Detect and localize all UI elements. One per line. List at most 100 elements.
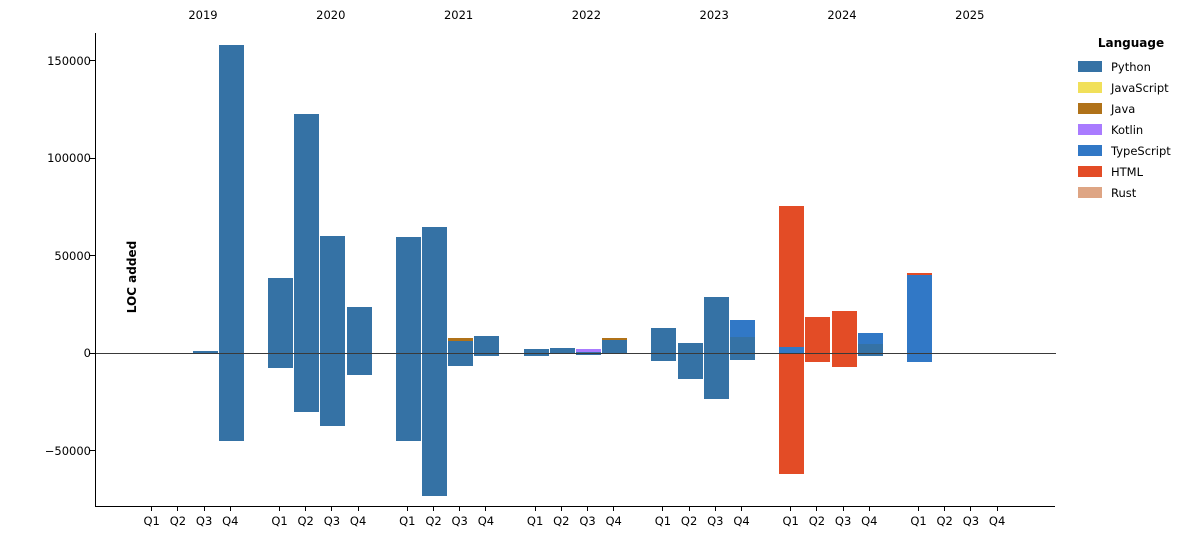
x-tick-label-2022-Q2: Q2 <box>553 514 570 528</box>
bar-2023-Q3-Python-neg <box>703 353 729 399</box>
x-tick-label-2020-Q1: Q1 <box>271 514 288 528</box>
bar-2021-Q4-Python-neg <box>474 353 500 357</box>
x-tick-mark <box>406 507 408 511</box>
bar-2024-Q1-HTML <box>779 205 805 348</box>
legend-items: Python JavaScript Java Kotlin TypeScript HTML… <box>1072 56 1190 203</box>
bar-2022-Q3-Python <box>576 351 601 354</box>
y-tick-mark <box>89 255 95 257</box>
bar-2024-Q1-TypeScript <box>779 347 805 354</box>
bar-2024-Q3-HTML-neg <box>831 353 857 367</box>
legend-item-typescript: TypeScript <box>1072 140 1190 161</box>
legend-item-rust: Rust <box>1072 182 1190 203</box>
legend: Language Python JavaScript Java Kotlin TypeS… <box>1072 36 1190 203</box>
legend-item-html: HTML <box>1072 161 1190 182</box>
x-tick-mark <box>613 507 615 511</box>
bar-2023-Q4-Python <box>730 336 755 354</box>
x-tick-label-2021-Q1: Q1 <box>399 514 416 528</box>
bar-2022-Q1-Python-neg <box>523 353 549 356</box>
legend-label-rust: Rust <box>1111 185 1137 200</box>
x-tick-label-2022-Q4: Q4 <box>605 514 622 528</box>
x-tick-label-2024-Q2: Q2 <box>808 514 826 528</box>
legend-swatch-html <box>1078 166 1102 177</box>
x-tick-label-2023-Q2: Q2 <box>680 514 698 528</box>
x-tick-mark <box>996 507 998 511</box>
x-tick-mark <box>688 507 690 511</box>
legend-swatch-python <box>1078 61 1102 72</box>
x-tick-label-2019-Q3: Q3 <box>195 514 213 528</box>
bar-2019-Q3-Python <box>192 350 218 354</box>
x-tick-label-2020-Q2: Q2 <box>297 514 314 528</box>
x-tick-label-2021-Q3: Q3 <box>451 514 468 528</box>
x-tick-label-2022-Q3: Q3 <box>579 514 596 528</box>
x-tick-mark <box>278 507 281 511</box>
x-tick-label-2019-Q1: Q1 <box>143 514 160 528</box>
legend-item-javascript: JavaScript <box>1072 77 1190 98</box>
plot-area <box>95 33 1056 507</box>
bar-2025-Q1-TypeScript <box>907 275 932 354</box>
bar-2023-Q1-Python-neg <box>651 353 677 362</box>
x-tick-mark <box>842 507 844 511</box>
legend-swatch-typescript <box>1078 145 1102 156</box>
bar-2020-Q4-Python <box>346 307 372 354</box>
x-tick-label-2020-Q4: Q4 <box>349 514 367 528</box>
x-tick-mark <box>151 507 153 511</box>
x-tick-mark <box>331 507 333 511</box>
legend-label-javascript: JavaScript <box>1111 80 1169 95</box>
bar-2023-Q1-Python <box>651 327 677 354</box>
bar-2021-Q3-Java <box>448 338 474 341</box>
x-tick-mark <box>459 507 461 511</box>
bar-2020-Q1-Python <box>268 278 293 354</box>
x-tick-label-2023-Q3: Q3 <box>707 514 724 528</box>
x-tick-label-2024-Q4: Q4 <box>861 514 878 528</box>
x-tick-mark <box>357 507 359 511</box>
y-tick-label-0: 0 <box>83 346 91 361</box>
x-tick-label-2024-Q1: Q1 <box>782 514 799 528</box>
x-tick-mark <box>203 507 205 511</box>
x-tick-label-2022-Q1: Q1 <box>526 514 544 528</box>
x-tick-mark <box>485 507 487 511</box>
year-label-2023: 2023 <box>699 8 729 22</box>
x-tick-mark <box>662 507 664 511</box>
bar-2023-Q4-Python-neg <box>730 353 755 360</box>
bar-2023-Q3-Python <box>703 297 729 354</box>
y-tick-label-50000: 50000 <box>54 248 91 263</box>
x-tick-mark <box>944 507 946 511</box>
legend-label-html: HTML <box>1111 164 1144 179</box>
y-tick-label-150000: 150000 <box>47 53 91 68</box>
bar-2021-Q2-Python <box>422 227 447 354</box>
x-tick-mark <box>868 507 870 511</box>
x-tick-label-2019-Q4: Q4 <box>222 514 239 528</box>
y-tick-mark <box>89 450 95 452</box>
legend-item-python: Python <box>1072 56 1190 77</box>
y-tick-mark <box>89 157 95 159</box>
x-tick-mark <box>534 507 536 511</box>
legend-label-python: Python <box>1111 59 1151 74</box>
x-tick-mark <box>229 507 231 511</box>
bar-2021-Q3-Python <box>448 340 474 354</box>
legend-title: Language <box>1097 36 1165 50</box>
bar-2025-Q1-HTML <box>907 273 932 276</box>
legend-label-java: Java <box>1111 101 1136 116</box>
x-tick-mark <box>177 507 179 511</box>
bar-2024-Q1-HTML-neg <box>779 353 805 475</box>
x-tick-label-2020-Q3: Q3 <box>323 514 341 528</box>
x-tick-label-2025-Q4: Q4 <box>988 514 1006 528</box>
bar-2022-Q3-Kotlin <box>576 349 601 352</box>
bar-2020-Q3-Python <box>320 236 346 354</box>
bar-2020-Q4-Python-neg <box>346 353 372 375</box>
bar-2023-Q2-Python <box>677 342 703 354</box>
x-tick-label-2019-Q2: Q2 <box>169 514 187 528</box>
x-tick-mark <box>970 507 972 511</box>
x-tick-label-2025-Q2: Q2 <box>936 514 953 528</box>
legend-item-kotlin: Kotlin <box>1072 119 1190 140</box>
bar-2020-Q2-Python-neg <box>294 353 320 412</box>
x-tick-mark <box>790 507 792 511</box>
x-tick-mark <box>740 507 743 511</box>
year-label-2024: 2024 <box>827 8 857 22</box>
bar-2025-Q1-TypeScript-neg <box>907 353 932 362</box>
legend-swatch-rust <box>1078 187 1102 198</box>
y-tick-label--50000: −50000 <box>44 443 91 458</box>
year-label-2025: 2025 <box>955 8 985 22</box>
bar-2019-Q4-Python-neg <box>218 353 244 442</box>
